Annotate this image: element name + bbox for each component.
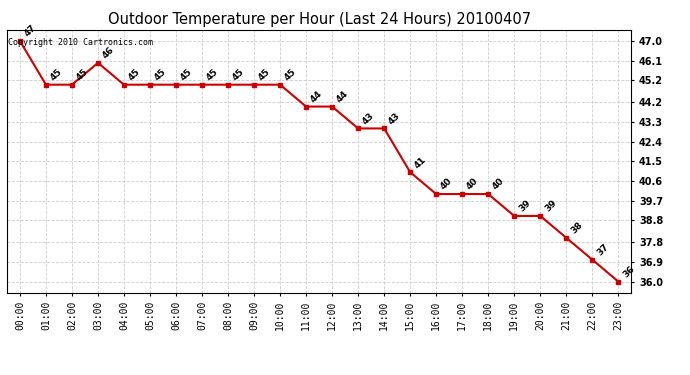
Text: 37: 37 [595, 242, 611, 258]
Text: 45: 45 [205, 67, 220, 82]
Text: Copyright 2010 Cartronics.com: Copyright 2010 Cartronics.com [8, 38, 153, 47]
Text: 45: 45 [152, 67, 168, 82]
Text: 40: 40 [491, 177, 506, 192]
Text: 47: 47 [23, 23, 38, 39]
Text: 44: 44 [309, 89, 324, 104]
Text: 45: 45 [231, 67, 246, 82]
Text: 44: 44 [335, 89, 351, 104]
Text: 46: 46 [101, 45, 116, 61]
Title: Outdoor Temperature per Hour (Last 24 Hours) 20100407: Outdoor Temperature per Hour (Last 24 Ho… [108, 12, 531, 27]
Text: 43: 43 [387, 111, 402, 126]
Text: 45: 45 [283, 67, 298, 82]
Text: 45: 45 [127, 67, 142, 82]
Text: 41: 41 [413, 155, 428, 170]
Text: 45: 45 [179, 67, 194, 82]
Text: 40: 40 [465, 177, 480, 192]
Text: 45: 45 [75, 67, 90, 82]
Text: 38: 38 [569, 220, 584, 236]
Text: 39: 39 [543, 198, 558, 214]
Text: 40: 40 [439, 177, 454, 192]
Text: 36: 36 [621, 264, 636, 279]
Text: 43: 43 [361, 111, 376, 126]
Text: 45: 45 [257, 67, 272, 82]
Text: 45: 45 [49, 67, 64, 82]
Text: 39: 39 [517, 198, 532, 214]
